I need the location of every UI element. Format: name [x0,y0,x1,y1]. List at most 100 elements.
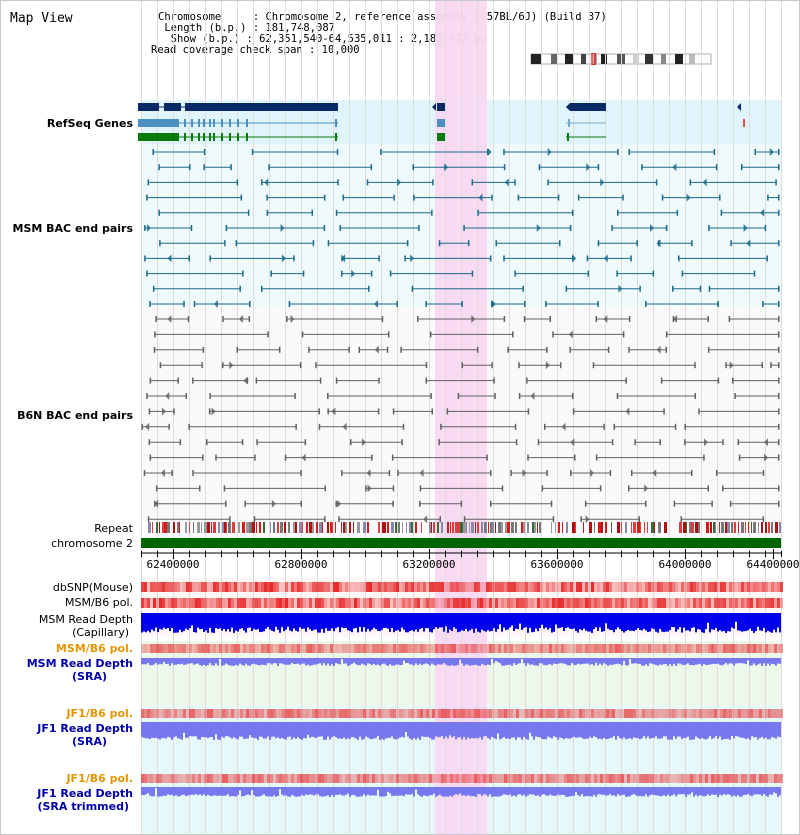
msm-b6-pol-sra-cell[interactable] [681,644,684,653]
msm-capillary-depth-bar[interactable] [765,613,767,633]
jf1-trimmed-depth-bar[interactable] [751,787,753,797]
jf1-trimmed-depth-bar[interactable] [373,787,375,796]
msm-b6-pol-cell[interactable] [147,598,150,608]
jf1-b6-pol-cell[interactable] [222,709,225,718]
jf1-sra-depth-bar[interactable] [279,722,281,739]
jf1-b6-pol-cell[interactable] [552,709,555,718]
dbsnp-density-cell[interactable] [156,582,159,592]
jf1-b6-pol-trimmed-cell[interactable] [780,774,783,783]
msm-capillary-depth-bar[interactable] [461,613,463,631]
jf1-trimmed-depth-bar[interactable] [643,787,645,797]
jf1-trimmed-depth-bar[interactable] [563,787,565,795]
jf1-b6-pol-cell[interactable] [666,709,669,718]
jf1-b6-pol-cell[interactable] [345,709,348,718]
msm-sra-depth-bar[interactable] [349,658,351,666]
msm-capillary-depth-bar[interactable] [667,613,669,632]
msm-capillary-depth-bar[interactable] [723,613,725,631]
msm-capillary-depth-bar[interactable] [277,613,279,630]
msm-sra-depth-bar[interactable] [597,658,599,666]
jf1-sra-depth-bar[interactable] [553,722,555,737]
jf1-sra-depth-bar[interactable] [537,722,539,737]
msm-b6-pol-cell[interactable] [765,598,768,608]
jf1-sra-depth-bar[interactable] [405,722,407,732]
msm-capillary-depth-bar[interactable] [319,613,321,633]
jf1-sra-depth-bar[interactable] [335,722,337,738]
msm-sra-depth-bar[interactable] [285,658,287,665]
jf1-trimmed-depth-bar[interactable] [753,787,755,795]
jf1-b6-pol-trimmed-cell[interactable] [672,774,675,783]
msm-b6-pol-sra-cell[interactable] [720,644,723,653]
dbsnp-density-cell[interactable] [150,582,153,592]
msm-b6-pol-cell[interactable] [483,598,486,608]
repeat-element[interactable] [415,522,417,533]
b6n-bac-end-pairs-label[interactable]: B6N BAC end pairs [17,409,133,422]
msm-capillary-depth-bar[interactable] [445,613,447,627]
jf1-sra-depth-bar[interactable] [521,722,523,740]
b6n-bac-end-pair[interactable] [143,469,173,477]
jf1-trimmed-depth-bar[interactable] [647,787,649,797]
jf1-b6-pol-trimmed-cell[interactable] [696,774,699,783]
jf1-sra-depth-bar[interactable] [401,722,403,737]
msm-capillary-depth-bar[interactable] [343,613,345,629]
repeat-element[interactable] [437,522,439,533]
jf1-sra-depth-bar[interactable] [525,722,527,739]
msm-sra-depth-bar[interactable] [511,658,513,666]
jf1-b6-pol-trimmed-cell[interactable] [255,774,258,783]
msm-capillary-depth-bar[interactable] [649,613,651,632]
msm-sra-depth-bar[interactable] [779,658,781,664]
jf1-sra-depth-bar[interactable] [617,722,619,737]
b6n-bac-end-pair[interactable] [673,500,713,507]
msm-sra-depth-bar[interactable] [767,658,769,664]
jf1-b6-pol-trimmed-cell[interactable] [603,774,606,783]
msm-b6-pol-cell[interactable] [729,598,732,608]
repeat-element[interactable] [353,522,354,533]
msm-b6-pol-cell[interactable] [201,598,204,608]
msm-b6-pol-sra-cell[interactable] [375,644,378,653]
repeat-element[interactable] [511,522,514,533]
jf1-sra-depth-bar[interactable] [183,722,185,733]
msm-b6-pol-cell[interactable] [288,598,291,608]
jf1-trimmed-depth-bar[interactable] [495,787,497,797]
dbsnp-density-cell[interactable] [381,582,384,592]
dbsnp-density-cell[interactable] [216,582,219,592]
jf1-b6-pol-cell[interactable] [258,709,261,718]
b6n-bac-end-pair[interactable] [341,469,391,477]
jf1-trimmed-depth-bar[interactable] [523,787,525,795]
msm-sra-depth-bar[interactable] [393,658,395,666]
repeat-element[interactable] [562,522,563,533]
msm-sra-depth-bar[interactable] [313,658,315,665]
msm-b6-pol-sra-cell[interactable] [303,644,306,653]
msm-capillary-depth-bar[interactable] [737,613,739,631]
jf1-trimmed-depth-bar[interactable] [187,787,189,796]
jf1-b6-pol-cell[interactable] [693,709,696,718]
msm-sra-depth-bar[interactable] [239,658,241,664]
jf1-sra-depth-bar[interactable] [481,722,483,740]
jf1-b6-pol-cell[interactable] [744,709,747,718]
msm-capillary-depth-bar[interactable] [379,613,381,632]
repeat-element[interactable] [765,522,767,533]
msm-sra-depth-bar[interactable] [589,658,591,665]
jf1-b6-pol-trimmed-cell[interactable] [537,774,540,783]
jf1-sra-depth-bar[interactable] [547,722,549,737]
msm-sra-depth-bar[interactable] [721,658,723,666]
dbsnp-density-cell[interactable] [759,582,762,592]
jf1-sra-depth-bar[interactable] [267,722,269,737]
msm-capillary-depth-bar[interactable] [271,613,273,631]
msm-capillary-depth-bar[interactable] [501,613,503,632]
msm-sra-depth-bar[interactable] [549,658,551,665]
jf1-b6-pol-cell[interactable] [663,709,666,718]
jf1-trimmed-depth-bar[interactable] [599,787,601,795]
msm-sra-depth-bar[interactable] [531,658,533,665]
b6n-bac-end-pair[interactable] [148,407,175,416]
dbsnp-density-cell[interactable] [189,582,192,592]
jf1-sra-depth-bar[interactable] [317,722,319,737]
msm-sra-depth-bar[interactable] [687,658,689,664]
msm-b6-pol-cell[interactable] [165,598,168,608]
dbsnp-density-cell[interactable] [408,582,411,592]
jf1-b6-pol-trimmed-cell[interactable] [438,774,441,783]
b6n-bac-end-pair[interactable] [335,377,380,384]
msm-b6-pol-sra-cell[interactable] [390,644,393,653]
msm-capillary-depth-bar[interactable] [225,613,227,632]
msm-capillary-depth-bar[interactable] [561,613,563,628]
dbsnp-density-cell[interactable] [396,582,399,592]
